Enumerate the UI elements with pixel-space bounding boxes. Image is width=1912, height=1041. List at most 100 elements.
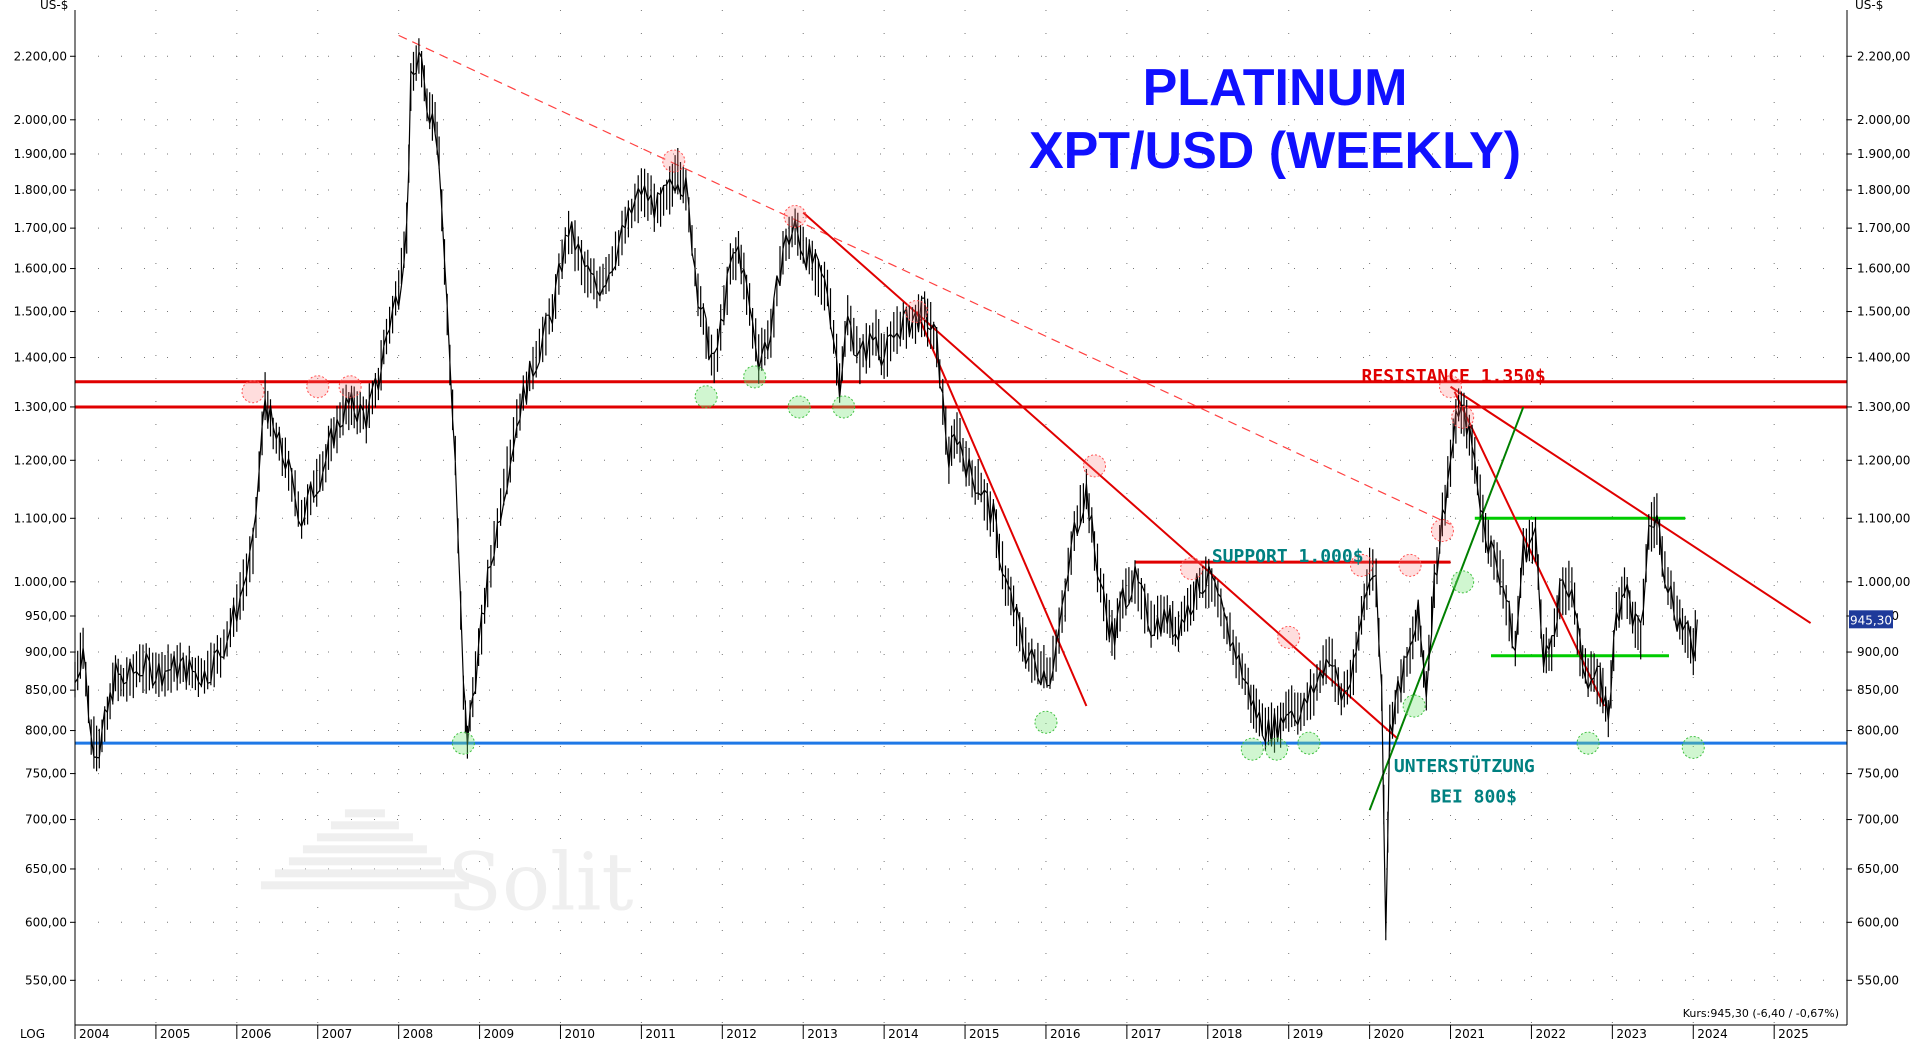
- watermark-step: [288, 857, 441, 866]
- y-tick-label-left: 1.800,00: [14, 183, 67, 197]
- x-tick-label: 2017: [1131, 1027, 1162, 1041]
- y-tick-label-right: 1.300,00: [1857, 400, 1910, 414]
- x-tick-label: 2012: [726, 1027, 757, 1041]
- y-tick-label-left: 550,00: [25, 973, 67, 987]
- y-tick-label-right: 850,00: [1857, 683, 1899, 697]
- watermark-step: [260, 881, 469, 890]
- watermark-logo: Solit: [260, 809, 633, 928]
- y-tick-label-right: 2.000,00: [1857, 113, 1910, 127]
- trough-marker: [743, 365, 767, 389]
- peak-marker: [338, 375, 362, 399]
- x-tick-label: 2009: [484, 1027, 515, 1041]
- trough-marker: [1034, 710, 1058, 734]
- watermark-step: [316, 833, 413, 842]
- y-tick-label-right: 1.400,00: [1857, 351, 1910, 365]
- y-tick-label-left: 2.000,00: [14, 113, 67, 127]
- scale-label: LOG: [20, 1027, 45, 1041]
- peak-marker: [904, 300, 928, 324]
- trough-marker: [1576, 731, 1600, 755]
- y-tick-label-left: 1.600,00: [14, 262, 67, 276]
- x-tick-label: 2011: [645, 1027, 676, 1041]
- trough-marker: [1265, 737, 1289, 761]
- level-lines: [75, 34, 1847, 811]
- y-tick-label-right: 750,00: [1857, 767, 1899, 781]
- watermark-step: [274, 869, 455, 878]
- peak-marker: [662, 149, 686, 173]
- x-tick-label: 2005: [160, 1027, 191, 1041]
- trend-line: [1368, 406, 1525, 811]
- x-tick-label: 2010: [564, 1027, 595, 1041]
- trough-marker: [832, 395, 856, 419]
- y-tick-label-left: 1.000,00: [14, 575, 67, 589]
- y-tick-label-left: 850,00: [25, 683, 67, 697]
- y-tick-label-right: 1.000,00: [1857, 575, 1910, 589]
- y-tick-label-left: 1.700,00: [14, 221, 67, 235]
- x-tick-label: 2020: [1374, 1027, 1405, 1041]
- peak-marker: [783, 204, 807, 228]
- peak-marker: [306, 375, 330, 399]
- watermark-step: [344, 809, 385, 818]
- y-tick-label-right: 1.800,00: [1857, 183, 1910, 197]
- trend-line: [1449, 385, 1812, 624]
- chart-title: PLATINUM: [1143, 59, 1408, 117]
- last-price-label: 945,30: [1850, 613, 1892, 627]
- y-tick-label-right: 2.200,00: [1857, 49, 1910, 63]
- x-tick-label: 2014: [888, 1027, 919, 1041]
- peak-marker: [1083, 454, 1107, 478]
- x-tick-label: 2022: [1535, 1027, 1566, 1041]
- chart-subtitle: XPT/USD (WEEKLY): [1029, 122, 1521, 180]
- y-tick-label-left: 800,00: [25, 724, 67, 738]
- trend-line: [802, 211, 1399, 740]
- trough-marker: [1240, 737, 1264, 761]
- trend-line: [398, 34, 1451, 525]
- peak-marker: [1398, 553, 1422, 577]
- peak-marker: [1439, 375, 1463, 399]
- x-tick-label: 2013: [807, 1027, 838, 1041]
- x-tick-label: 2019: [1293, 1027, 1324, 1041]
- y-tick-label-left: 1.100,00: [14, 511, 67, 525]
- y-tick-label-left: 700,00: [25, 813, 67, 827]
- x-tick-label: 2006: [241, 1027, 272, 1041]
- y-tick-label-left: 600,00: [25, 915, 67, 929]
- y-tick-label-right: 1.700,00: [1857, 221, 1910, 235]
- annotation-label: BEI 800$: [1430, 787, 1517, 808]
- y-tick-label-right: 700,00: [1857, 813, 1899, 827]
- annotation-label: RESISTANCE 1.350$: [1362, 366, 1546, 387]
- y-tick-label-right: 550,00: [1857, 973, 1899, 987]
- y-tick-label-right: 1.200,00: [1857, 453, 1910, 467]
- x-tick-label: 2008: [403, 1027, 434, 1041]
- peak-marker: [1451, 405, 1475, 429]
- quote-text: Kurs:945,30 (-6,40 / -0,67%): [1683, 1007, 1839, 1020]
- trough-marker: [1402, 694, 1426, 718]
- x-tick-label: 2018: [1212, 1027, 1243, 1041]
- y-tick-label-left: 950,00: [25, 609, 67, 623]
- y-tick-label-right: 600,00: [1857, 915, 1899, 929]
- peak-marker: [241, 380, 265, 404]
- y-tick-label-left: 1.400,00: [14, 351, 67, 365]
- watermark-step: [302, 845, 427, 854]
- x-tick-label: 2021: [1455, 1027, 1486, 1041]
- y-tick-label-left: 750,00: [25, 767, 67, 781]
- x-tick-label: 2015: [969, 1027, 1000, 1041]
- y-tick-label-right: 900,00: [1857, 645, 1899, 659]
- pivot-markers: [241, 149, 1705, 761]
- x-tick-label: 2024: [1697, 1027, 1728, 1041]
- annotation-label: UNTERSTÜTZUNG: [1394, 755, 1535, 777]
- peak-marker: [1430, 519, 1454, 543]
- y-tick-label-right: 1.500,00: [1857, 305, 1910, 319]
- y-tick-label-left: 2.200,00: [14, 49, 67, 63]
- trough-marker: [1681, 735, 1705, 759]
- y-tick-label-left: 1.500,00: [14, 305, 67, 319]
- x-tick-label: 2023: [1616, 1027, 1647, 1041]
- y-tick-label-right: 1.600,00: [1857, 262, 1910, 276]
- y-tick-label-right: 650,00: [1857, 862, 1899, 876]
- x-tick-label: 2007: [322, 1027, 353, 1041]
- y-tick-label-right: 1.900,00: [1857, 147, 1910, 161]
- trough-marker: [787, 395, 811, 419]
- y-tick-label-left: 650,00: [25, 862, 67, 876]
- y-tick-label-left: 1.200,00: [14, 453, 67, 467]
- watermark-text: Solit: [447, 835, 633, 928]
